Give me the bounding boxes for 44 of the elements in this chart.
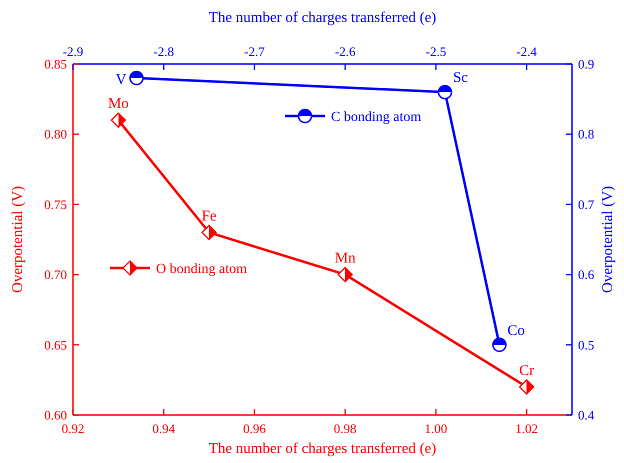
y-tick-label: 0.85: [44, 56, 67, 72]
x2-tick-label: -2.4: [516, 44, 538, 59]
point: [201, 224, 217, 240]
y-tick-label: 0.75: [44, 196, 67, 212]
y2-tick-label: 0.8: [578, 126, 594, 142]
x2-tick-label: -2.7: [244, 44, 266, 59]
y-axis-title: Overpotential (V): [10, 186, 26, 294]
x-axis-title: The number of charges transferred (e): [208, 441, 436, 457]
annotation: Sc: [452, 70, 468, 86]
x-tick-label: 0.94: [152, 421, 176, 436]
x2-tick-label: -2.9: [62, 44, 84, 59]
point: [492, 338, 507, 352]
annotation: Fe: [202, 208, 217, 224]
y-tick-label: 0.65: [44, 337, 67, 352]
annotation: Mn: [334, 250, 356, 267]
legend-label: C bonding atom: [331, 110, 422, 125]
legend-label: O bonding atom: [156, 262, 248, 277]
y2-tick-label: 0.7: [578, 196, 595, 212]
point: [438, 84, 452, 100]
y2-tick-label: 0.6: [578, 267, 595, 282]
x2-tick-label: -2.6: [334, 44, 356, 59]
y2-tick-label: 0.4: [578, 408, 595, 422]
point: [110, 112, 126, 128]
y2-tick-label: 0.9: [578, 56, 594, 72]
x2-axis-title: The number of charges transferred (e): [208, 10, 436, 26]
y2-tick-label: 0.5: [578, 337, 594, 352]
x-tick-label: 0.96: [243, 421, 266, 436]
x2-tick-label: -2.8: [153, 44, 174, 59]
y2-axis-title: Overpotential (V): [600, 186, 616, 294]
annotation: Cr: [519, 362, 534, 379]
annotation: Mo: [108, 96, 129, 112]
x-tick-label: 1.02: [515, 421, 538, 436]
y-tick-label: 0.70: [44, 267, 67, 282]
x-tick-label: 0.98: [334, 421, 357, 436]
y-tick-label: 0.60: [44, 408, 67, 422]
x2-tick-label: -2.5: [426, 44, 446, 59]
point: [129, 70, 144, 86]
y-tick-label: 0.80: [44, 126, 67, 142]
x-tick-label: 1.00: [424, 421, 448, 436]
annotation: Co: [507, 322, 525, 339]
point: [338, 266, 353, 282]
x-tick-label: 0.92: [62, 421, 84, 436]
annotation: V: [116, 72, 127, 88]
point: [518, 379, 534, 395]
